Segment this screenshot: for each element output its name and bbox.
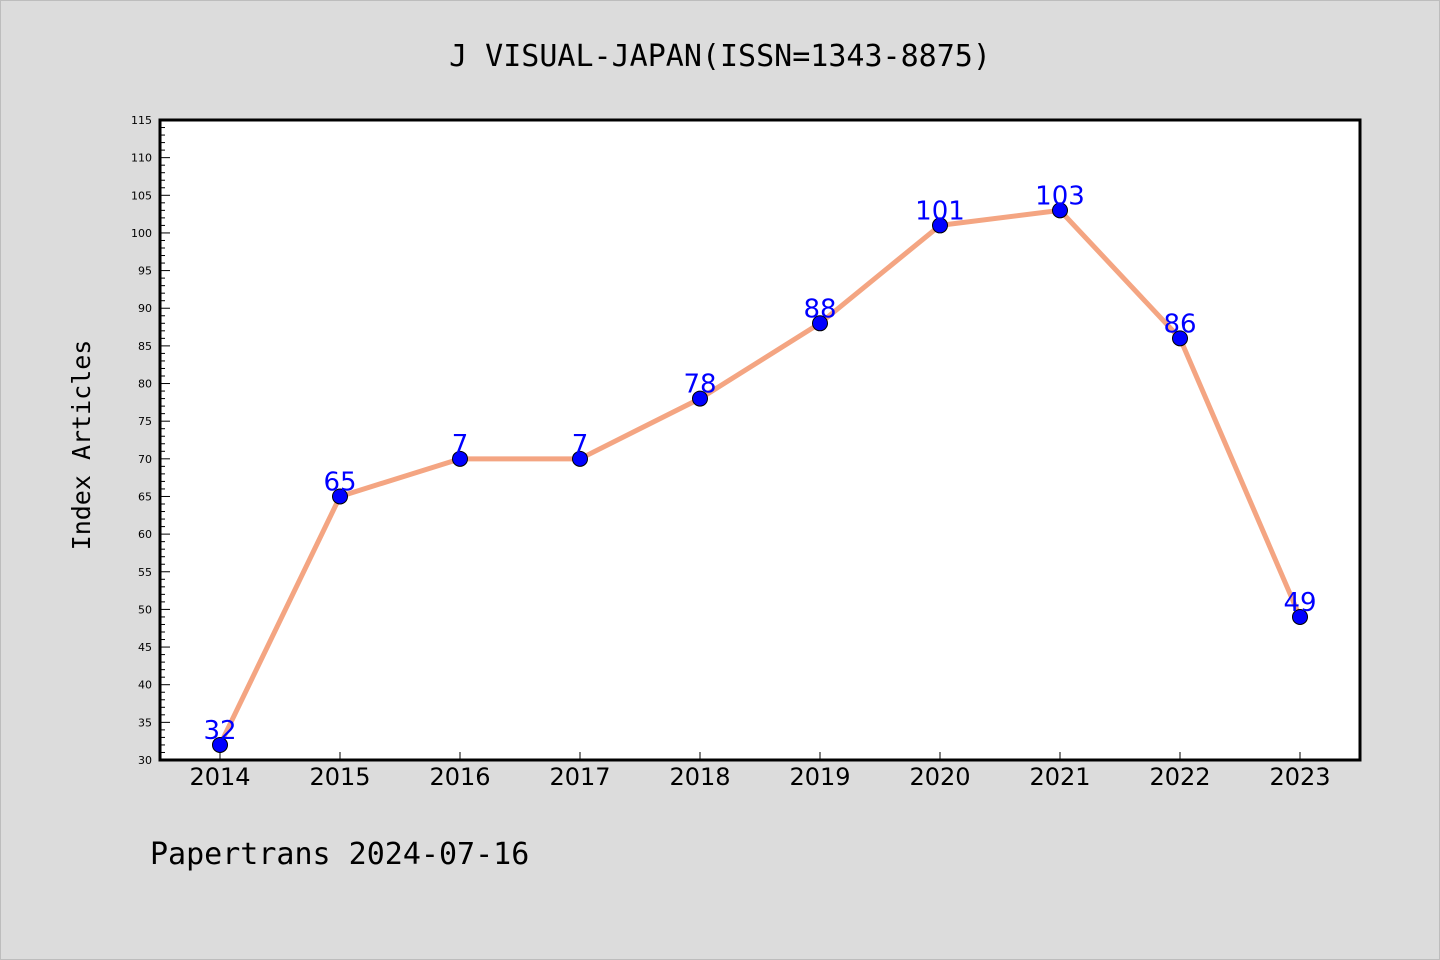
data-label: 32	[203, 716, 236, 746]
y-tick-label: 110	[131, 152, 152, 165]
data-point	[1172, 330, 1188, 347]
y-tick-label: 65	[138, 490, 152, 503]
data-label: 7	[572, 430, 589, 460]
y-axis-ticks: 30 35 40 45 50 55 60 65 70 75 80 85 90 95 100 105 110 115	[131, 114, 170, 767]
x-tick-label: 2016	[429, 763, 490, 791]
y-axis-label: Index Articles	[67, 340, 96, 551]
y-tick-label: 95	[138, 265, 152, 278]
x-tick-label: 2020	[909, 763, 970, 791]
footer-text: Papertrans 2024-07-16	[150, 837, 529, 872]
x-tick-label: 2015	[309, 763, 370, 791]
x-tick-label: 2021	[1029, 763, 1090, 791]
data-point	[932, 217, 948, 234]
data-label: 7	[452, 430, 469, 460]
y-tick-label: 35	[138, 716, 152, 729]
y-tick-label: 80	[138, 378, 152, 391]
data-label: 88	[803, 294, 836, 324]
x-tick-label: 2022	[1149, 763, 1210, 791]
chart-title: J VISUAL-JAPAN(ISSN=1343-8875)	[449, 39, 991, 74]
x-tick-label: 2017	[549, 763, 610, 791]
y-tick-label: 70	[138, 453, 152, 466]
data-point	[332, 488, 348, 505]
x-tick-label: 2019	[789, 763, 850, 791]
y-tick-label: 100	[131, 227, 152, 240]
data-label: 86	[1163, 309, 1196, 339]
plot-border	[158, 118, 1362, 762]
series-line	[217, 207, 1303, 748]
data-point	[452, 450, 468, 467]
y-tick-label: 55	[138, 566, 152, 579]
y-tick-label: 60	[138, 528, 152, 541]
data-label: 103	[1035, 181, 1085, 211]
x-axis-ticks: 2014 2015 2016 2017 2018 2019 2020 2021 2022 2023	[189, 752, 1331, 791]
data-point	[1052, 202, 1068, 219]
x-tick-label: 2023	[1269, 763, 1330, 791]
data-point	[572, 450, 588, 467]
plot-area	[160, 120, 1360, 760]
y-tick-label: 115	[131, 114, 152, 127]
data-point	[212, 736, 228, 753]
y-tick-label: 85	[138, 340, 152, 353]
y-tick-label: 75	[138, 415, 152, 428]
x-tick-label: 2014	[189, 763, 250, 791]
y-tick-label: 40	[138, 679, 152, 692]
y-tick-label: 50	[138, 603, 152, 616]
y-tick-label: 90	[138, 302, 152, 315]
series-group: 32 65 7 7 78 88 101 103 86 49	[203, 181, 1317, 753]
y-tick-label: 45	[138, 641, 152, 654]
y-tick-label: 30	[138, 754, 152, 767]
data-label: 101	[915, 196, 965, 226]
data-label: 65	[323, 467, 356, 497]
data-point	[692, 390, 708, 407]
data-label: 49	[1283, 588, 1316, 618]
data-point	[1292, 608, 1308, 625]
x-tick-label: 2018	[669, 763, 730, 791]
data-label: 78	[683, 370, 716, 400]
y-tick-label: 105	[131, 189, 152, 202]
data-point	[812, 315, 828, 332]
